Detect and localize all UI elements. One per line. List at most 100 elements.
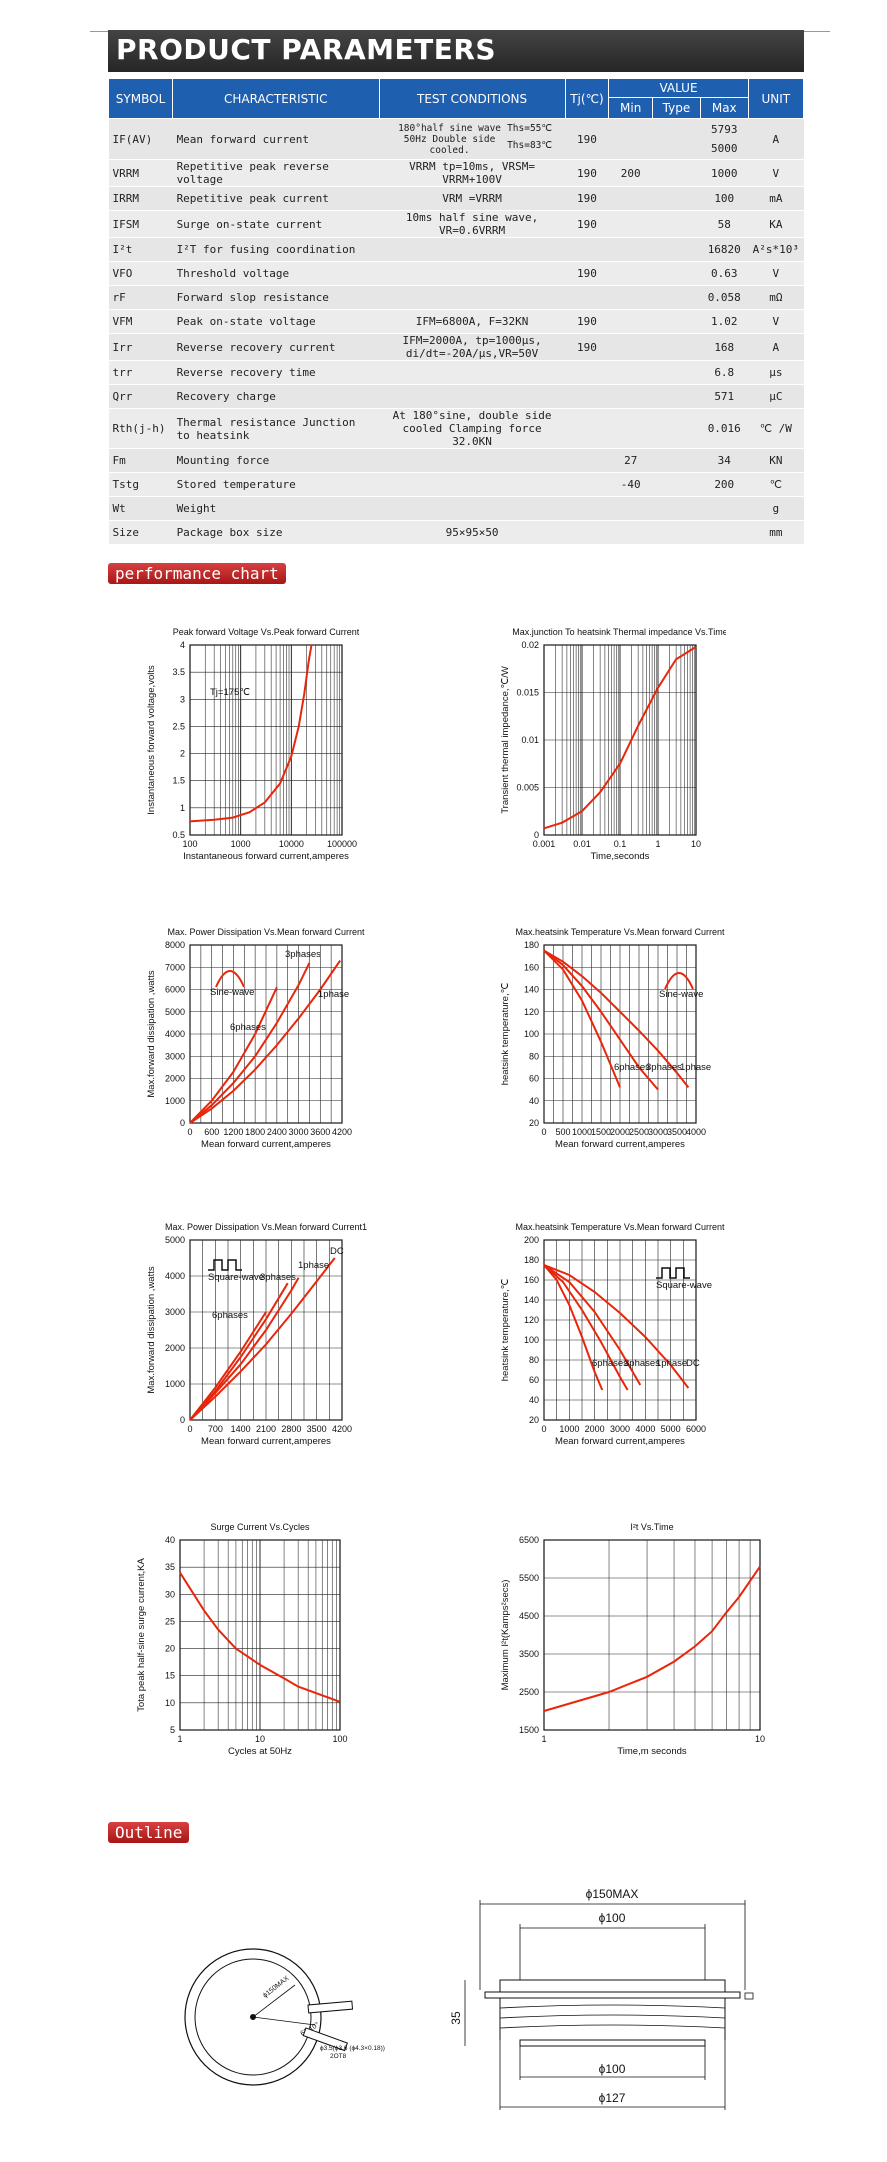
cell-unit: V	[748, 159, 804, 187]
max-value-83: 5000	[711, 142, 738, 155]
cell-unit: mm	[748, 520, 804, 545]
y-tick-label: 2000	[165, 1343, 185, 1353]
figure-label: Fig.1	[255, 879, 276, 880]
x-tick-label: 0	[187, 1127, 192, 1137]
y-tick-label: 7000	[165, 962, 185, 972]
y-tick-label: 80	[529, 1051, 539, 1061]
x-tick-label: 4000	[635, 1424, 655, 1434]
chart-annotation: 6phases	[614, 1062, 650, 1073]
outline-drawing: ϕ150MAX 63.10° ϕ3.5(ϕ3.6 (ϕ4.3×0.18)) 2O…	[184, 1887, 754, 2110]
cell-unit: KA	[748, 210, 804, 238]
y-tick-label: 3.5	[172, 667, 185, 677]
cell-tj: 190	[565, 210, 609, 238]
y-tick-label: 30	[165, 1589, 175, 1599]
y-tick-label: 2	[180, 749, 185, 759]
cell-min	[608, 408, 653, 449]
x-tick-label: 2000	[585, 1424, 605, 1434]
cell-max: 34	[700, 448, 749, 473]
cell-unit: mA	[748, 186, 804, 211]
chart-1: Peak forward Voltage Vs.Peak forward Cur…	[146, 627, 360, 880]
y-tick-label: 20	[529, 1118, 539, 1128]
cell-min: 27	[608, 448, 653, 473]
cell-test	[379, 285, 566, 310]
table-row: IF(AV) Mean forward current 180°half sine …	[108, 118, 804, 160]
cell-type	[652, 285, 701, 310]
figure-label: Fig.2	[609, 879, 630, 880]
table-row: VFM Peak on-state voltage IFM=6800A, F=32K…	[108, 309, 804, 334]
y-tick-label: 0.005	[516, 783, 539, 793]
y-axis-label: Instantaneous forward voltage,volts	[146, 665, 157, 815]
x-tick-label: 0.01	[573, 839, 591, 849]
x-tick-label: 3500	[307, 1424, 327, 1434]
chart-title: Max.heatsink Temperature Vs.Mean forward…	[516, 927, 725, 937]
y-tick-label: 2500	[519, 1687, 539, 1697]
cell-symbol: I²t	[108, 237, 173, 262]
cell-type	[652, 333, 701, 361]
cell-tj: 190	[565, 118, 609, 160]
col-max: Max	[699, 97, 749, 119]
x-tick-label: 4200	[332, 1424, 352, 1434]
x-tick-label: 600	[204, 1127, 219, 1137]
y-tick-label: 80	[529, 1355, 539, 1365]
y-tick-label: 15	[165, 1671, 175, 1681]
figure-label: Fig.3	[255, 1167, 276, 1168]
cell-min	[608, 333, 653, 361]
cell-characteristic: Surge on-state current	[172, 210, 380, 238]
y-tick-label: 5000	[165, 1235, 185, 1245]
y-tick-label: 180	[524, 1255, 539, 1265]
cell-unit: A	[748, 118, 804, 160]
product-parameters-header: PRODUCT PARAMETERS	[108, 30, 804, 72]
cell-unit: V	[748, 261, 804, 286]
x-axis-label: Time,seconds	[591, 851, 650, 862]
cell-characteristic: Reverse recovery current	[172, 333, 380, 361]
cell-min	[608, 309, 653, 334]
cell-unit: A²s*10³	[748, 237, 804, 262]
cell-test: 180°half sine wave 50Hz Double side cool…	[379, 118, 566, 160]
cell-test	[379, 496, 566, 521]
cell-min	[608, 186, 653, 211]
cell-min	[608, 520, 653, 545]
cell-max: 0.016	[700, 408, 749, 449]
x-tick-label: 100	[182, 839, 197, 849]
chart-annotation: 3phases	[646, 1062, 682, 1073]
y-tick-label: 10	[165, 1698, 175, 1708]
grid	[543, 1239, 697, 1421]
cell-test	[379, 448, 566, 473]
cell-tj	[565, 408, 609, 449]
plot-frame	[189, 644, 343, 836]
col-test: TEST CONDITIONS	[378, 78, 566, 119]
cell-max: 0.63	[700, 261, 749, 286]
test-ths-55: Ths=55℃	[507, 122, 553, 134]
cell-max: 100	[700, 186, 749, 211]
cell-type	[652, 118, 701, 160]
y-axis-label: heatsink temperature,℃	[500, 982, 511, 1085]
figure-label: Fig.5	[255, 1464, 276, 1465]
x-tick-label: 100000	[327, 839, 357, 849]
cell-tj	[565, 360, 609, 385]
x-tick-label: 4000	[686, 1127, 706, 1137]
cell-test: VRRM tp=10ms, VRSM= VRRM+100V	[379, 159, 566, 187]
x-tick-label: 1400	[231, 1424, 251, 1434]
y-tick-label: 0	[180, 1415, 185, 1425]
cell-max: 200	[700, 472, 749, 497]
grid	[543, 1539, 761, 1731]
cell-characteristic: Mounting force	[172, 448, 380, 473]
cell-type	[652, 186, 701, 211]
table-row: IFSM Surge on-state current 10ms half sine…	[108, 210, 804, 238]
y-tick-label: 2000	[165, 1074, 185, 1084]
y-tick-label: 3	[180, 694, 185, 704]
y-tick-label: 1	[180, 803, 185, 813]
y-tick-label: 160	[524, 1275, 539, 1285]
x-tick-label: 1	[177, 1734, 182, 1744]
x-axis-label: Cycles at 50Hz	[228, 1746, 292, 1757]
cell-unit: g	[748, 496, 804, 521]
cell-min	[608, 360, 653, 385]
cell-characteristic: Repetitive peak reverse voltage	[172, 159, 380, 187]
y-axis-label: Maximum I²t(Kamps²secs)	[500, 1580, 511, 1691]
table-row: rF Forward slop resistance 0.058 mΩ	[108, 285, 804, 310]
cell-characteristic: Recovery charge	[172, 384, 380, 409]
cell-max	[700, 496, 749, 521]
y-tick-label: 40	[529, 1096, 539, 1106]
y-tick-label: 8000	[165, 940, 185, 950]
y-tick-label: 1000	[165, 1096, 185, 1106]
